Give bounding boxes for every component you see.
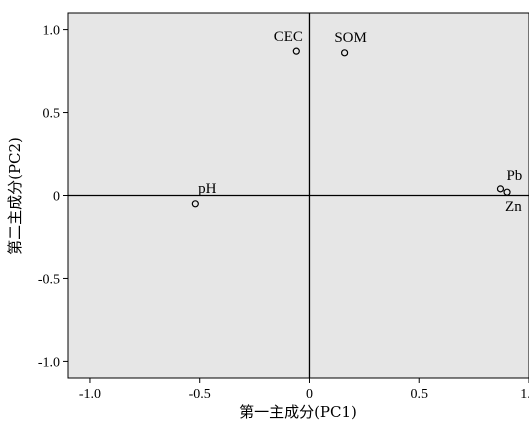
x-axis-label: 第一主成分(PC1) [239, 403, 357, 421]
y-tick-label: 0 [53, 190, 60, 205]
point-label-som: SOM [334, 30, 367, 46]
y-tick-label: -1.0 [38, 355, 60, 370]
y-tick-label: -0.5 [38, 272, 60, 287]
y-tick-label: 0.5 [43, 107, 61, 122]
point-label-pb: Pb [506, 168, 522, 184]
y-tick-label: 1.0 [43, 24, 61, 39]
point-label-cec: CEC [274, 29, 303, 45]
x-tick-label: 1.0 [520, 387, 529, 402]
y-axis-ticks: 1.0 0.5 0 -0.5 -1.0 [38, 24, 68, 371]
x-tick-label: 0.5 [410, 387, 428, 402]
point-label-zn: Zn [505, 199, 522, 215]
point-label-ph: pH [198, 181, 217, 197]
y-axis-label: 第二主成分(PC2) [6, 137, 24, 255]
x-axis-ticks: -1.0 -0.5 0 0.5 1.0 [79, 378, 529, 402]
x-tick-label: -1.0 [79, 387, 101, 402]
x-tick-label: -0.5 [189, 387, 211, 402]
x-tick-label: 0 [306, 387, 313, 402]
